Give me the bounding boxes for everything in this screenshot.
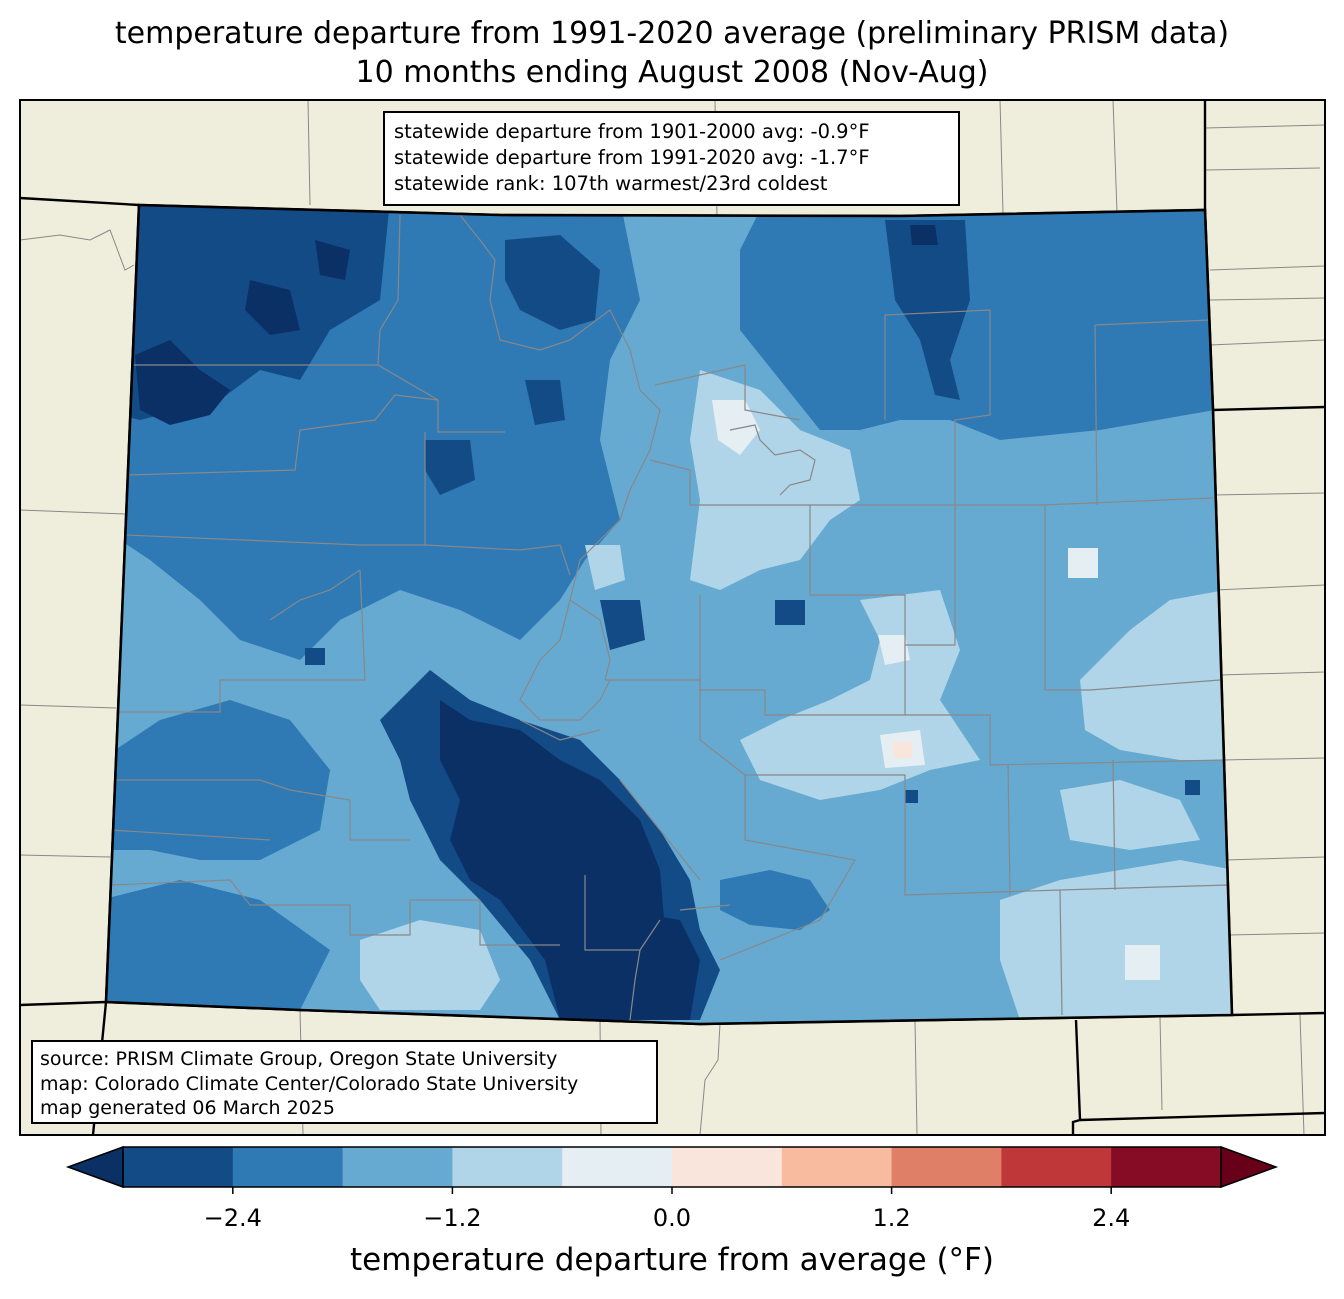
colorbar-swatch bbox=[891, 1147, 1002, 1187]
colorbar-over-arrow bbox=[1220, 1145, 1279, 1189]
colorbar-swatch bbox=[452, 1147, 563, 1187]
stats-departure-1901-2000: statewide departure from 1901-2000 avg: … bbox=[394, 120, 870, 143]
slight-departure-east bbox=[1080, 590, 1232, 760]
colorbar-swatch bbox=[123, 1147, 234, 1187]
source-box: source: PRISM Climate Group, Oregon Stat… bbox=[31, 1040, 658, 1124]
county-lines bbox=[109, 214, 1229, 1021]
map-title-line-2: 10 months ending August 2008 (Nov-Aug) bbox=[355, 55, 989, 90]
statewide-stats-box: statewide departure from 1901-2000 avg: … bbox=[383, 111, 960, 206]
colorbar-swatch bbox=[232, 1147, 344, 1187]
map-title-line-1: temperature departure from 1991-2020 ave… bbox=[114, 16, 1230, 51]
stats-rank: statewide rank: 107th warmest/23rd colde… bbox=[394, 172, 828, 195]
colorbar-swatch bbox=[1111, 1147, 1222, 1187]
temperature-field bbox=[106, 205, 1232, 1024]
colorbar-swatch bbox=[342, 1147, 453, 1187]
map-frame bbox=[19, 99, 1326, 1136]
colorado-outline bbox=[104, 203, 1234, 1026]
cold-region-northeast bbox=[740, 205, 1215, 440]
colorbar-swatch bbox=[562, 1147, 673, 1187]
colorbar-swatch bbox=[781, 1147, 893, 1187]
colorbar-tick-label: −1.2 bbox=[423, 1204, 482, 1232]
coldest-region-southcentral bbox=[440, 700, 665, 1020]
colorbar-tick-label: 1.2 bbox=[872, 1204, 911, 1232]
colorbar-swatch bbox=[1001, 1147, 1112, 1187]
colorbar bbox=[65, 1145, 1279, 1194]
colorbar-label: temperature departure from average (°F) bbox=[350, 1242, 994, 1278]
colorbar-tick-label: 0.0 bbox=[652, 1204, 692, 1232]
source-generated-date: map generated 06 March 2025 bbox=[40, 1097, 335, 1119]
colorbar-swatches bbox=[123, 1147, 1222, 1187]
colorbar-tick-label: 2.4 bbox=[1092, 1204, 1131, 1232]
colorbar-ticks bbox=[232, 1187, 1112, 1194]
coldest-region-northwest bbox=[135, 340, 230, 425]
colorbar-under-arrow bbox=[65, 1145, 124, 1189]
source-data-credit: source: PRISM Climate Group, Oregon Stat… bbox=[40, 1048, 558, 1070]
colorbar-tick-label: −2.4 bbox=[203, 1204, 262, 1232]
colorbar-swatch bbox=[672, 1147, 783, 1187]
source-map-credit: map: Colorado Climate Center/Colorado St… bbox=[40, 1072, 579, 1095]
stats-departure-1991-2020: statewide departure from 1991-2020 avg: … bbox=[394, 146, 870, 169]
